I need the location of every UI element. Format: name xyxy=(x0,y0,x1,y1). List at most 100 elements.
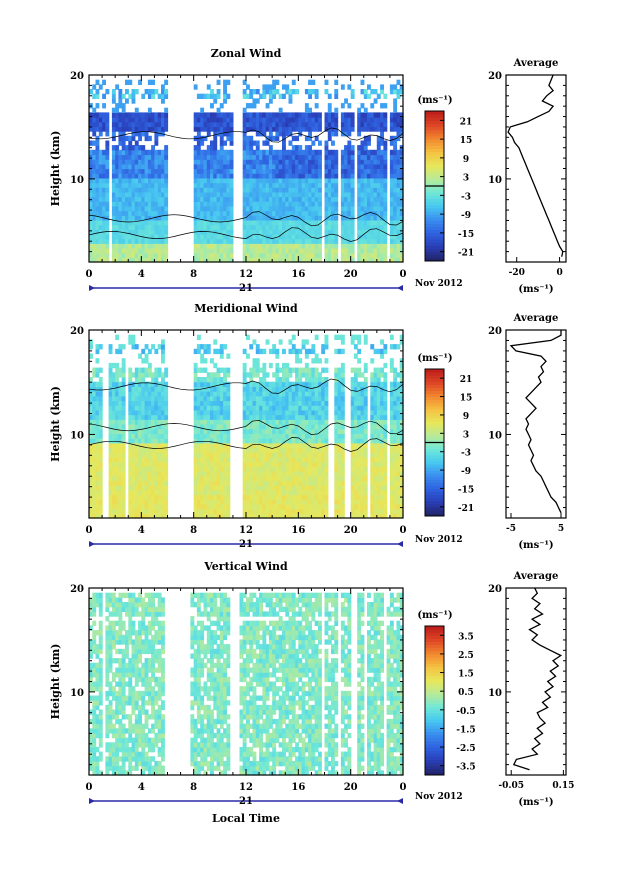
heatmap-cell xyxy=(350,414,355,420)
heatmap-cell xyxy=(268,475,273,481)
heatmap-cell xyxy=(141,210,146,216)
heatmap-cell xyxy=(298,173,303,179)
heatmap-cell xyxy=(223,89,227,95)
heatmap-cell xyxy=(210,358,214,364)
heatmap-cell xyxy=(242,112,247,118)
heatmap-cell xyxy=(206,409,211,416)
heatmap-cell xyxy=(396,163,401,170)
heatmap-cell xyxy=(206,252,211,258)
heatmap-cell xyxy=(318,248,322,254)
heatmap-cell xyxy=(337,428,342,434)
heatmap-cell xyxy=(262,168,267,174)
heatmap-cell xyxy=(108,475,113,481)
heatmap-cell xyxy=(154,508,159,514)
heatmap-cell xyxy=(383,248,388,254)
heatmap-cell xyxy=(350,419,355,425)
heatmap-cell xyxy=(380,168,384,174)
heatmap-cell xyxy=(89,508,93,514)
heatmap-cell xyxy=(219,367,224,373)
heatmap-cell xyxy=(318,201,322,207)
heatmap-cell xyxy=(265,229,270,235)
heatmap-cell xyxy=(131,466,136,472)
heatmap-cell xyxy=(151,447,155,453)
heatmap-cell xyxy=(161,182,165,188)
heatmap-cell xyxy=(108,480,113,486)
heatmap-cell xyxy=(249,229,254,235)
heatmap-cell xyxy=(203,248,208,254)
heatmap-cell xyxy=(360,409,365,416)
heatmap-cell xyxy=(295,485,299,491)
heatmap-cell xyxy=(144,513,149,519)
heatmap-cell xyxy=(370,154,375,160)
heatmap-cell xyxy=(285,191,290,198)
heatmap-cell xyxy=(242,503,247,510)
heatmap-cell xyxy=(272,210,277,216)
heatmap-cell xyxy=(265,489,270,496)
heatmap-cell xyxy=(121,424,126,430)
heatmap-cell xyxy=(157,419,162,425)
heatmap-cell xyxy=(193,508,198,514)
heatmap-cell xyxy=(314,168,319,174)
heatmap-cell xyxy=(226,414,231,420)
heatmap-cell xyxy=(157,409,162,416)
heatmap-cell xyxy=(291,381,296,387)
heatmap-cell xyxy=(321,367,326,373)
heatmap-cell xyxy=(141,419,146,425)
heatmap-cell xyxy=(249,252,254,258)
heatmap-cell xyxy=(360,428,365,434)
heatmap-cell xyxy=(210,447,214,453)
heatmap-cell xyxy=(282,112,286,118)
heatmap-cell xyxy=(393,215,398,221)
heatmap-cell xyxy=(314,126,319,132)
heatmap-cell xyxy=(196,334,201,340)
heatmap-cell xyxy=(347,201,352,207)
heatmap-cell xyxy=(262,210,267,216)
heatmap-cell xyxy=(393,182,398,188)
heatmap-cell xyxy=(321,489,326,496)
heatmap-cell xyxy=(223,405,227,411)
heatmap-cell xyxy=(210,238,214,244)
heatmap-cell xyxy=(259,177,263,184)
heatmap-cell xyxy=(95,121,100,128)
heatmap-cell xyxy=(151,121,155,128)
heatmap-cell xyxy=(121,107,126,113)
heatmap-cell xyxy=(213,117,218,123)
heatmap-cell xyxy=(138,117,142,123)
heatmap-cell xyxy=(291,334,296,340)
heatmap-cell xyxy=(144,353,149,359)
heatmap-cell xyxy=(373,215,378,221)
heatmap-cell xyxy=(376,191,381,198)
heatmap-cell xyxy=(210,205,214,212)
heatmap-cell xyxy=(304,121,309,128)
heatmap-cell xyxy=(249,405,254,411)
heatmap-cell xyxy=(373,117,378,123)
heatmap-cell xyxy=(115,433,120,439)
heatmap-cell xyxy=(147,168,152,174)
heatmap-cell xyxy=(229,163,234,170)
heatmap-cell xyxy=(311,503,316,510)
heatmap-cell xyxy=(147,121,152,128)
heatmap-cell xyxy=(121,215,126,221)
heatmap-cell xyxy=(298,372,303,378)
heatmap-cell xyxy=(360,508,365,514)
heatmap-cell xyxy=(298,503,303,510)
heatmap-cell xyxy=(337,424,342,430)
heatmap-cell xyxy=(161,461,165,467)
heatmap-cell xyxy=(399,233,404,240)
heatmap-cell xyxy=(229,173,234,179)
heatmap-cell xyxy=(380,159,384,165)
heatmap-cell xyxy=(262,428,267,434)
heatmap-cell xyxy=(95,163,100,170)
heatmap-cell xyxy=(334,334,339,340)
heatmap-cell xyxy=(223,201,227,207)
heatmap-cell xyxy=(118,348,123,355)
heatmap-cell xyxy=(115,233,120,240)
heatmap-cell xyxy=(141,238,146,244)
heatmap-cell xyxy=(262,405,267,411)
heatmap-cell xyxy=(157,442,162,449)
heatmap-cell xyxy=(89,386,93,392)
heatmap-cell xyxy=(370,112,375,118)
heatmap-cell xyxy=(203,466,208,472)
heatmap-cell xyxy=(255,358,260,364)
heatmap-cell xyxy=(340,508,345,514)
